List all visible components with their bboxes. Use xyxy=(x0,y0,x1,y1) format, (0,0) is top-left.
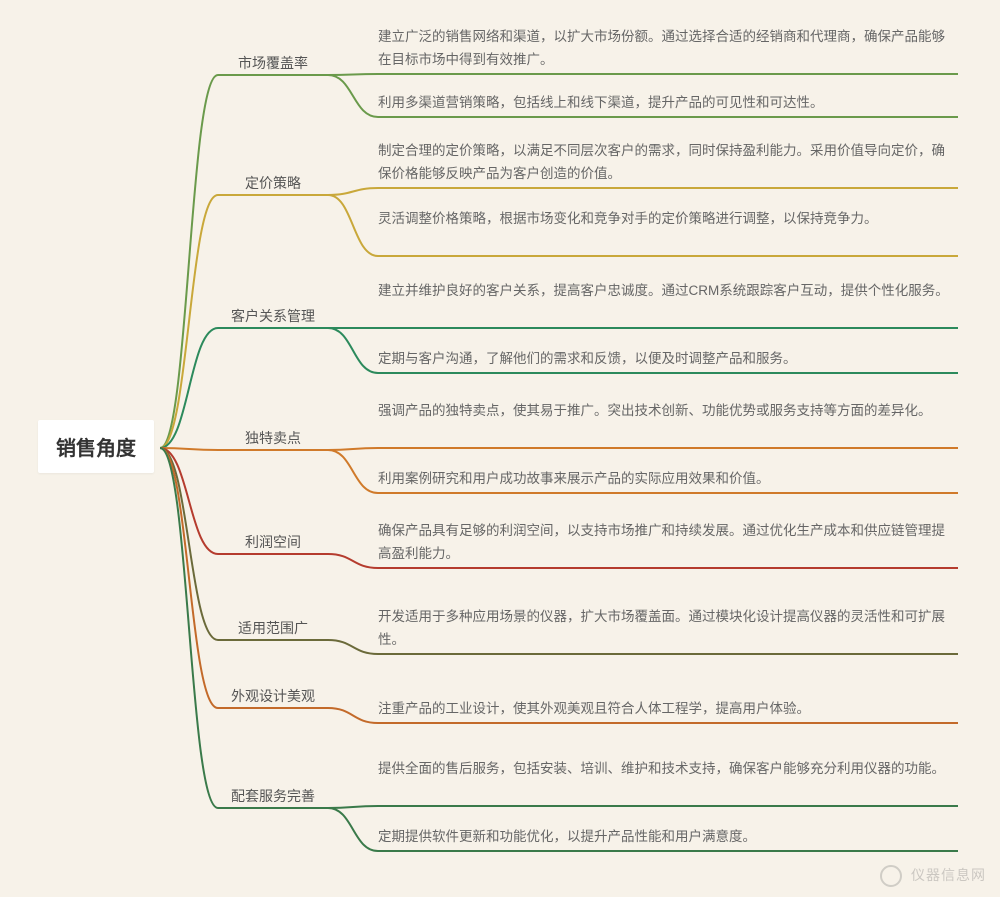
leaf-text: 利用多渠道营销策略，包括线上和线下渠道，提升产品的可见性和可达性。 xyxy=(378,92,958,115)
watermark: 仪器信息网 xyxy=(880,865,986,887)
branch-label: 适用范围广 xyxy=(218,618,328,638)
branch-label: 利润空间 xyxy=(218,532,328,552)
watermark-icon xyxy=(880,865,902,887)
leaf-text: 定期提供软件更新和功能优化，以提升产品性能和用户满意度。 xyxy=(378,826,958,849)
leaf-text: 提供全面的售后服务，包括安装、培训、维护和技术支持，确保客户能够充分利用仪器的功… xyxy=(378,758,958,781)
leaf-text: 灵活调整价格策略，根据市场变化和竞争对手的定价策略进行调整，以保持竞争力。 xyxy=(378,208,958,231)
leaf-text: 注重产品的工业设计，使其外观美观且符合人体工程学，提高用户体验。 xyxy=(378,698,958,721)
branch-label: 市场覆盖率 xyxy=(218,53,328,73)
leaf-text: 建立广泛的销售网络和渠道，以扩大市场份额。通过选择合适的经销商和代理商，确保产品… xyxy=(378,26,958,72)
leaf-text: 开发适用于多种应用场景的仪器，扩大市场覆盖面。通过模块化设计提高仪器的灵活性和可… xyxy=(378,606,958,652)
leaf-text: 定期与客户沟通，了解他们的需求和反馈，以便及时调整产品和服务。 xyxy=(378,348,958,371)
watermark-text: 仪器信息网 xyxy=(911,867,986,883)
root-node: 销售角度 xyxy=(38,420,154,473)
branch-label: 定价策略 xyxy=(218,173,328,193)
branch-label: 独特卖点 xyxy=(218,428,328,448)
leaf-text: 确保产品具有足够的利润空间，以支持市场推广和持续发展。通过优化生产成本和供应链管… xyxy=(378,520,958,566)
leaf-text: 利用案例研究和用户成功故事来展示产品的实际应用效果和价值。 xyxy=(378,468,958,491)
leaf-text: 强调产品的独特卖点，使其易于推广。突出技术创新、功能优势或服务支持等方面的差异化… xyxy=(378,400,958,423)
branch-label: 客户关系管理 xyxy=(218,306,328,326)
root-label: 销售角度 xyxy=(56,438,136,460)
leaf-text: 制定合理的定价策略，以满足不同层次客户的需求，同时保持盈利能力。采用价值导向定价… xyxy=(378,140,958,186)
branch-label: 外观设计美观 xyxy=(218,686,328,706)
branch-label: 配套服务完善 xyxy=(218,786,328,806)
leaf-text: 建立并维护良好的客户关系，提高客户忠诚度。通过CRM系统跟踪客户互动，提供个性化… xyxy=(378,280,958,303)
